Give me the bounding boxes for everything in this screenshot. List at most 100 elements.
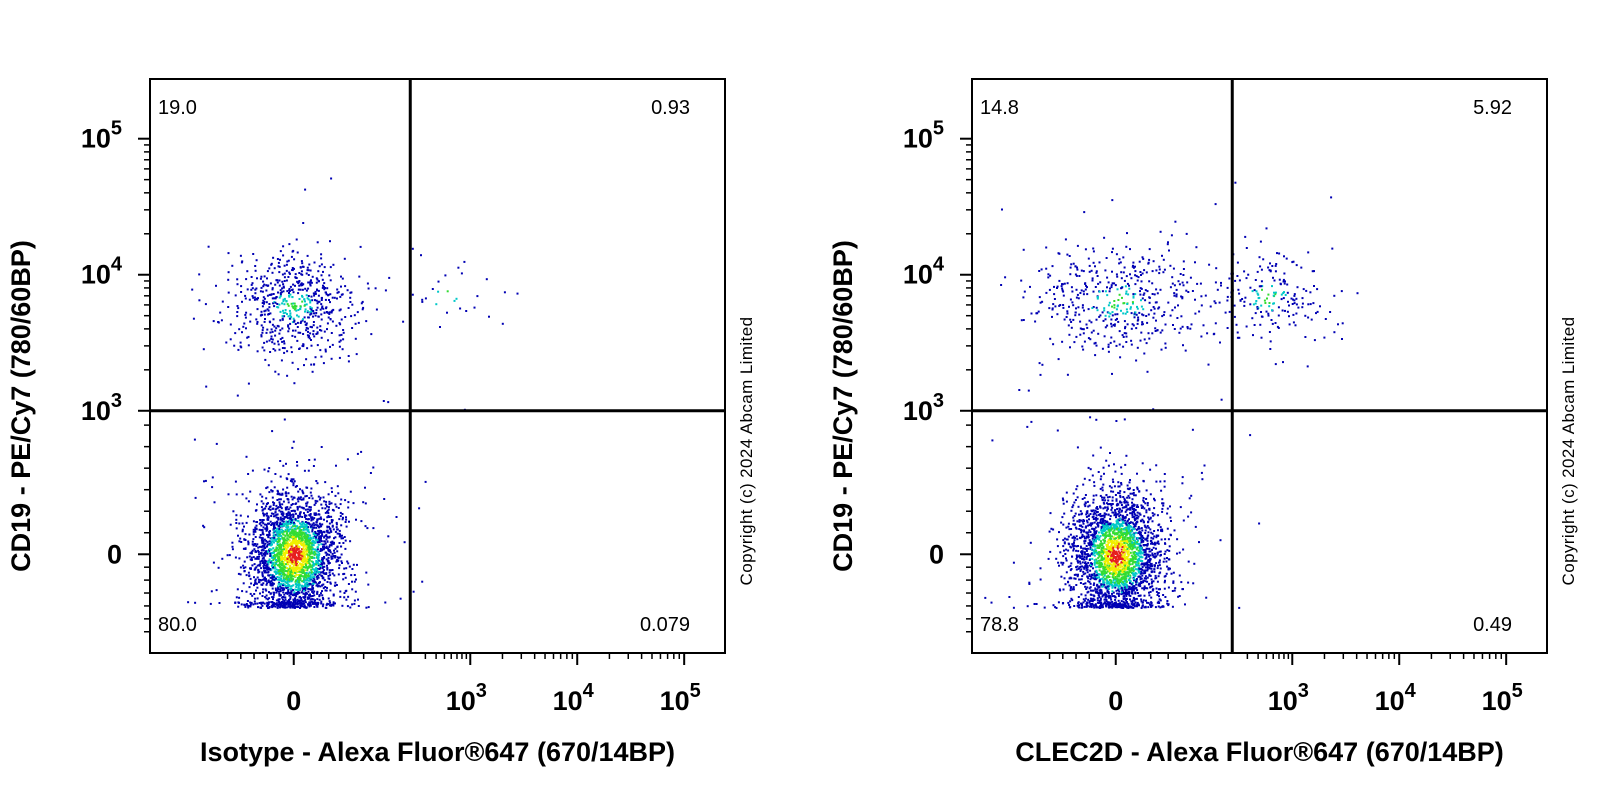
event-dot	[235, 596, 238, 599]
event-dot	[265, 545, 268, 548]
event-dot	[317, 513, 320, 516]
event-dot	[1258, 522, 1261, 525]
event-dot	[203, 480, 205, 483]
event-dot	[305, 505, 308, 507]
event-dot	[296, 326, 299, 328]
event-dot	[291, 289, 294, 291]
event-dot	[351, 568, 354, 570]
event-dot	[290, 526, 293, 529]
event-dot	[306, 550, 309, 553]
event-dot	[281, 523, 283, 526]
event-dot	[279, 289, 282, 292]
event-dot	[295, 309, 298, 312]
event-dot	[261, 559, 264, 562]
event-dot	[304, 579, 307, 582]
event-dot	[308, 459, 311, 461]
event-dot	[311, 497, 314, 500]
event-dot	[315, 584, 318, 587]
event-dot	[285, 532, 288, 535]
event-dot	[259, 314, 262, 317]
event-dot	[272, 348, 275, 350]
event-dot	[1090, 599, 1093, 602]
event-dot	[274, 527, 277, 529]
event-dot	[290, 519, 293, 522]
event-dot	[1131, 521, 1134, 524]
event-dot	[292, 598, 295, 601]
event-dot	[225, 341, 228, 344]
event-dot	[278, 538, 281, 541]
event-dot	[318, 541, 321, 544]
event-dot	[300, 591, 303, 594]
event-dot	[328, 274, 331, 277]
event-dot	[263, 513, 266, 516]
event-dot	[293, 480, 296, 483]
event-dot	[296, 562, 298, 565]
event-dot	[1093, 551, 1096, 554]
event-dot	[1116, 508, 1119, 510]
event-dot	[347, 355, 350, 357]
event-dot	[261, 531, 264, 534]
event-dot	[1123, 500, 1126, 503]
event-dot	[287, 603, 290, 606]
event-dot	[274, 511, 277, 514]
event-dot	[320, 329, 323, 332]
event-dot	[1087, 515, 1090, 518]
event-dot	[324, 586, 327, 588]
event-dot	[1075, 568, 1078, 571]
event-dot	[1098, 569, 1101, 572]
event-dot	[335, 526, 338, 529]
event-dot	[334, 555, 337, 557]
event-dot	[1092, 567, 1094, 570]
event-dot	[245, 574, 248, 577]
event-dot	[1120, 483, 1123, 486]
event-dot	[273, 486, 276, 489]
event-dot	[349, 540, 352, 543]
event-dot	[1125, 534, 1127, 537]
event-dot	[306, 596, 309, 599]
event-dot	[285, 524, 288, 527]
event-dot	[282, 540, 285, 543]
event-dot	[320, 539, 322, 542]
event-dot	[325, 291, 327, 294]
event-dot	[285, 587, 288, 590]
event-dot	[286, 537, 289, 540]
event-dot	[240, 603, 243, 606]
event-dot	[261, 562, 264, 564]
event-dot	[239, 341, 242, 344]
event-dot	[293, 591, 296, 594]
event-dot	[320, 503, 323, 506]
event-dot	[1076, 604, 1079, 607]
event-dot	[317, 509, 320, 512]
event-dot	[269, 331, 272, 334]
event-dot	[283, 547, 286, 549]
event-dot	[335, 505, 338, 508]
event-dot	[1141, 462, 1144, 465]
event-dot	[281, 280, 284, 283]
event-dot	[1166, 557, 1168, 559]
event-dot	[316, 590, 319, 593]
event-dot	[337, 492, 340, 495]
event-dot	[276, 535, 279, 538]
event-dot	[1136, 553, 1139, 556]
event-dot	[251, 549, 254, 552]
event-dot	[1072, 516, 1075, 519]
event-dot	[1096, 560, 1099, 563]
event-dot	[317, 300, 320, 303]
event-dot	[234, 332, 237, 335]
event-dot	[239, 573, 242, 576]
event-dot	[308, 571, 311, 574]
event-dot	[288, 602, 291, 605]
event-dot	[306, 585, 308, 588]
event-dot	[291, 542, 293, 545]
event-dot	[302, 265, 304, 268]
event-dot	[1081, 550, 1084, 553]
event-dot	[322, 557, 325, 560]
event-dot	[319, 308, 322, 311]
event-dot	[272, 596, 275, 599]
event-dot	[1100, 592, 1103, 595]
event-dot	[308, 281, 311, 284]
event-dot	[305, 495, 308, 497]
event-dot	[294, 560, 297, 563]
event-dot	[333, 296, 336, 299]
event-dot	[280, 291, 283, 294]
